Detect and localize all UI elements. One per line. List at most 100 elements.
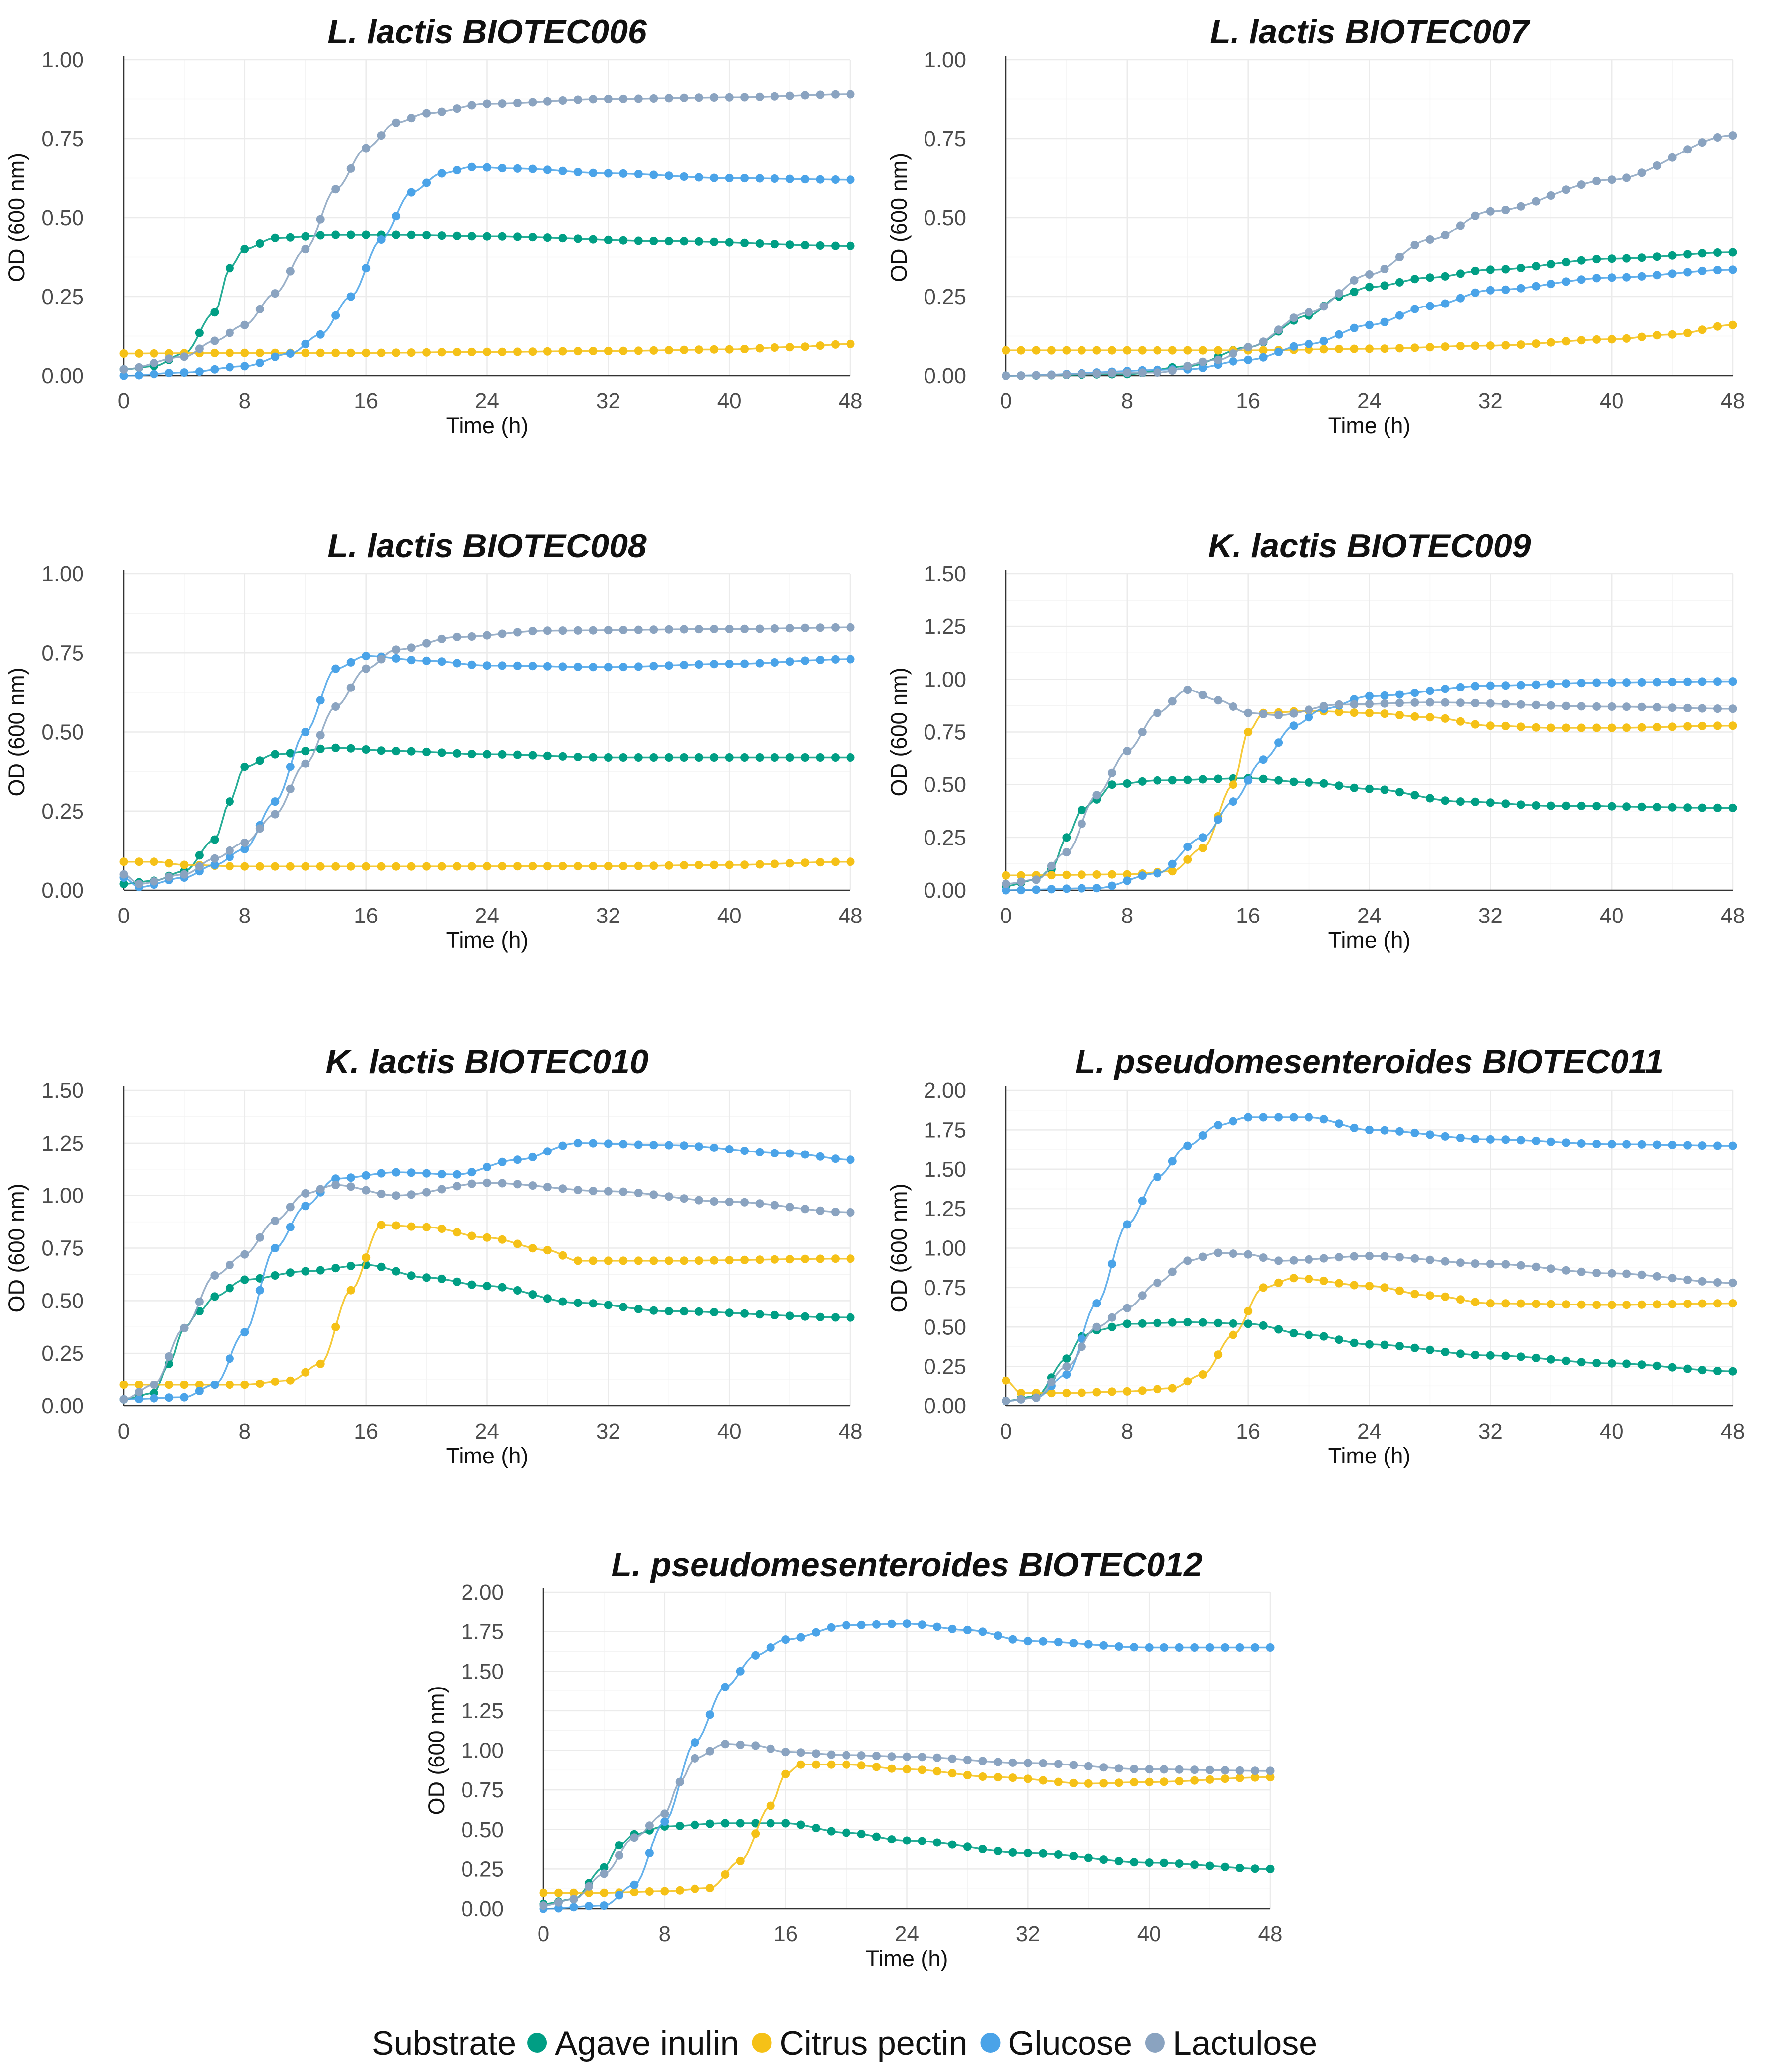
data-point bbox=[771, 859, 779, 868]
data-point bbox=[1637, 1140, 1646, 1149]
data-point bbox=[740, 1147, 749, 1155]
data-point bbox=[1190, 1860, 1199, 1869]
data-point bbox=[528, 1290, 537, 1299]
data-point bbox=[831, 623, 840, 632]
data-point bbox=[721, 1819, 730, 1828]
data-point bbox=[1160, 1765, 1169, 1774]
data-point bbox=[1395, 344, 1404, 353]
data-point bbox=[543, 1246, 552, 1255]
data-point bbox=[1471, 1350, 1480, 1359]
data-point bbox=[634, 1256, 643, 1265]
data-point bbox=[1214, 1121, 1223, 1130]
data-point bbox=[1350, 783, 1359, 792]
chart-title: L. lactis BIOTEC006 bbox=[327, 13, 647, 51]
data-point bbox=[1244, 776, 1253, 785]
data-point bbox=[1668, 251, 1677, 260]
data-point bbox=[1002, 346, 1010, 355]
data-point bbox=[604, 1301, 613, 1309]
data-point bbox=[694, 625, 703, 634]
data-point bbox=[1054, 1777, 1063, 1786]
data-point bbox=[680, 1194, 689, 1203]
data-point bbox=[1501, 285, 1510, 294]
data-point bbox=[604, 235, 613, 244]
data-point bbox=[543, 1183, 552, 1192]
legend-label: Citrus pectin bbox=[780, 2024, 968, 2062]
data-point bbox=[255, 358, 264, 367]
data-point bbox=[1198, 1370, 1207, 1379]
data-point bbox=[467, 1179, 476, 1188]
data-point bbox=[1501, 1299, 1510, 1308]
data-point bbox=[1062, 848, 1071, 857]
data-point bbox=[558, 662, 567, 671]
data-point bbox=[1039, 1759, 1048, 1767]
data-point bbox=[1069, 1852, 1078, 1861]
data-point bbox=[1486, 798, 1495, 807]
data-point bbox=[1592, 723, 1601, 732]
data-point bbox=[1607, 802, 1616, 811]
data-point bbox=[301, 245, 310, 254]
data-point bbox=[377, 1221, 386, 1229]
data-point bbox=[1205, 1775, 1214, 1784]
data-point bbox=[600, 1888, 609, 1897]
data-point bbox=[801, 1205, 810, 1214]
data-point bbox=[1486, 681, 1495, 690]
data-point bbox=[694, 345, 703, 354]
x-axis-title: Time (h) bbox=[1328, 927, 1411, 953]
data-point bbox=[680, 661, 689, 670]
data-point bbox=[362, 264, 371, 273]
data-point bbox=[903, 1619, 911, 1628]
data-point bbox=[1077, 1388, 1086, 1397]
data-point bbox=[558, 347, 567, 356]
data-point bbox=[392, 862, 401, 871]
data-point bbox=[1698, 266, 1707, 275]
data-point bbox=[619, 753, 628, 762]
data-point bbox=[362, 144, 371, 153]
data-point bbox=[1532, 197, 1541, 206]
y-tick-label: 0.50 bbox=[924, 206, 966, 230]
data-point bbox=[1130, 1778, 1139, 1787]
data-point bbox=[316, 696, 325, 705]
data-point bbox=[225, 363, 234, 372]
data-point bbox=[1622, 702, 1631, 711]
data-point bbox=[1441, 1347, 1450, 1356]
data-point bbox=[978, 1627, 987, 1636]
data-point bbox=[1183, 362, 1192, 371]
chart-title: L. pseudomesenteroides BIOTEC012 bbox=[611, 1546, 1203, 1584]
data-point bbox=[1023, 1849, 1032, 1857]
data-point bbox=[619, 1187, 628, 1196]
data-point bbox=[1054, 1850, 1063, 1859]
x-tick-label: 24 bbox=[895, 1922, 919, 1946]
data-point bbox=[377, 1262, 386, 1271]
data-point bbox=[210, 1292, 219, 1301]
data-point bbox=[422, 1273, 431, 1282]
data-point bbox=[210, 835, 219, 844]
y-tick-label: 0.00 bbox=[461, 1897, 504, 1921]
data-point bbox=[422, 862, 431, 871]
data-point bbox=[1168, 859, 1177, 868]
data-point bbox=[842, 1760, 851, 1769]
data-point bbox=[1039, 1849, 1048, 1858]
data-point bbox=[1546, 1264, 1555, 1273]
data-point bbox=[1668, 1274, 1677, 1283]
data-point bbox=[634, 625, 643, 634]
data-point bbox=[498, 1235, 507, 1244]
data-point bbox=[1305, 1255, 1313, 1264]
data-point bbox=[1577, 336, 1586, 345]
data-point bbox=[346, 658, 355, 667]
x-tick-label: 48 bbox=[839, 904, 863, 928]
data-point bbox=[286, 1268, 295, 1277]
data-point bbox=[1350, 276, 1359, 285]
data-point bbox=[680, 345, 689, 354]
data-point bbox=[240, 245, 249, 254]
data-point bbox=[831, 1313, 840, 1322]
series-citrus-pectin bbox=[119, 857, 855, 871]
y-tick-label: 0.00 bbox=[924, 364, 966, 388]
data-point bbox=[119, 365, 128, 374]
data-point bbox=[816, 858, 825, 867]
legend-label: Lactulose bbox=[1173, 2024, 1317, 2062]
data-point bbox=[1365, 1282, 1374, 1291]
data-point bbox=[1425, 343, 1434, 352]
data-point bbox=[1123, 346, 1132, 355]
data-point bbox=[796, 1748, 805, 1757]
data-point bbox=[316, 1359, 325, 1368]
